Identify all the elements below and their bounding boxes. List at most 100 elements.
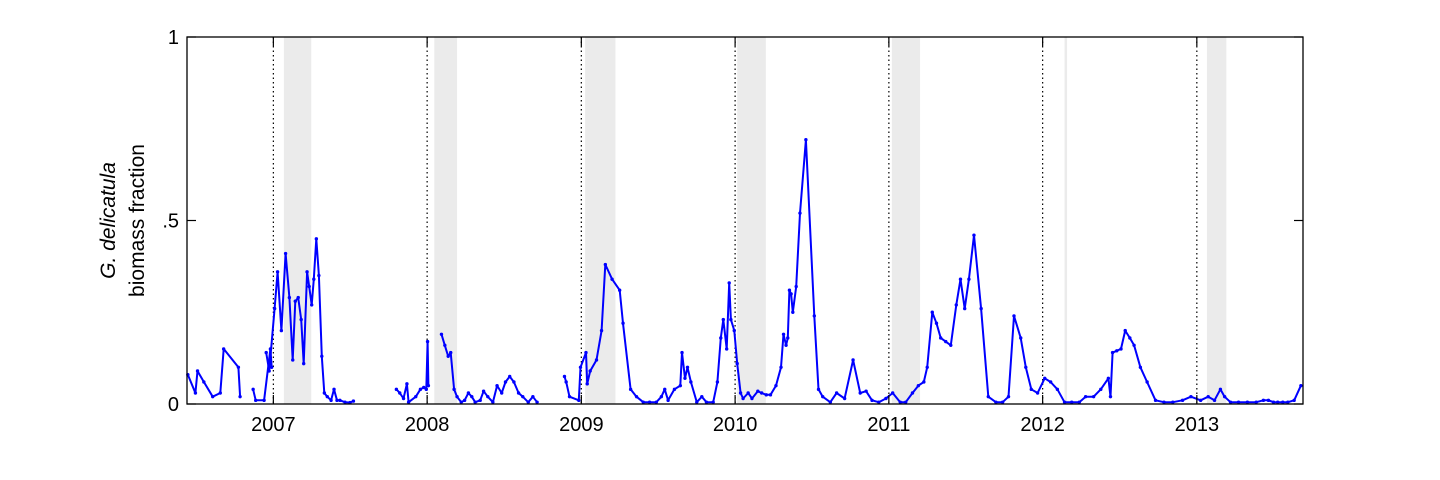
data-point: [787, 288, 792, 292]
data-point: [812, 314, 817, 318]
data-point: [422, 385, 426, 390]
shaded-periods: [283, 37, 1227, 404]
data-point: [418, 387, 423, 392]
data-point: [588, 369, 592, 373]
data-point: [884, 396, 888, 401]
data-point: [779, 365, 783, 369]
data-point: [521, 394, 525, 399]
y-tick-label: 1: [168, 27, 179, 49]
data-point: [672, 387, 677, 392]
data-point: [979, 306, 983, 311]
data-point: [405, 382, 409, 386]
y-axis-label: biomass fraction: [126, 144, 149, 297]
data-point: [1077, 400, 1081, 404]
x-tick-label: 2008: [405, 414, 450, 436]
data-point: [659, 394, 664, 399]
data-point: [577, 398, 581, 403]
data-point: [1212, 398, 1217, 403]
data-point: [439, 332, 444, 336]
series-line-segment-6: [563, 138, 1302, 404]
data-point: [634, 394, 639, 399]
data-point: [1012, 314, 1016, 318]
data-point: [798, 211, 802, 215]
data-point: [1035, 391, 1040, 395]
shaded-period-2: [585, 37, 616, 404]
data-point: [967, 277, 971, 281]
series-line-segment-1: [252, 347, 273, 402]
data-point: [954, 303, 958, 307]
data-point: [343, 400, 347, 404]
data-point: [329, 398, 333, 403]
data-point: [599, 328, 604, 333]
y-axis-label-species: G. delicatula: [97, 162, 120, 279]
data-point: [958, 277, 963, 281]
data-point: [781, 332, 786, 336]
data-point: [1271, 400, 1276, 404]
data-point: [1222, 394, 1227, 399]
data-point: [531, 394, 535, 399]
data-point: [729, 317, 733, 322]
data-point: [1108, 394, 1113, 399]
x-tick-label: 2013: [1175, 414, 1220, 436]
data-point: [864, 389, 868, 393]
data-point: [963, 306, 967, 311]
data-point: [695, 400, 699, 404]
data-point: [1180, 398, 1185, 403]
data-point: [610, 277, 614, 281]
data-point: [719, 336, 723, 340]
data-point: [1019, 336, 1023, 340]
data-point: [1083, 394, 1088, 399]
x-tick-label: 2009: [559, 414, 604, 436]
data-point: [1254, 400, 1258, 404]
data-point: [877, 400, 881, 404]
data-point: [462, 398, 467, 403]
data-point: [685, 365, 690, 369]
data-point: [466, 391, 471, 395]
data-point: [851, 358, 855, 362]
data-point: [1128, 336, 1132, 340]
data-point: [689, 380, 693, 384]
data-point: [1276, 400, 1280, 404]
data-point: [594, 358, 599, 362]
shaded-period-4: [891, 37, 921, 404]
data-point: [503, 380, 508, 384]
data-point: [512, 380, 516, 384]
data-point: [564, 380, 568, 384]
data-point: [617, 288, 622, 292]
data-point: [269, 365, 274, 369]
data-point: [821, 394, 825, 399]
data-point: [275, 270, 280, 274]
data-point: [750, 396, 754, 401]
data-point: [264, 350, 268, 355]
data-point: [784, 343, 788, 347]
data-point: [791, 310, 795, 314]
shaded-period-6: [1206, 37, 1227, 404]
data-point: [678, 383, 683, 388]
data-point: [603, 262, 608, 267]
data-point: [426, 383, 431, 388]
data-point: [732, 328, 736, 333]
data-point: [930, 310, 934, 314]
data-point: [452, 387, 456, 392]
data-point: [724, 347, 729, 351]
data-point: [1292, 398, 1296, 403]
data-point: [858, 391, 862, 395]
data-point: [202, 380, 206, 384]
data-point: [322, 391, 327, 395]
series-line-segment-3: [339, 399, 354, 404]
data-point: [794, 284, 798, 289]
data-point: [890, 391, 895, 395]
data-point: [834, 391, 839, 395]
data-point: [910, 391, 915, 395]
data-point: [305, 270, 309, 274]
data-point: [478, 398, 482, 403]
data-point: [828, 400, 833, 404]
data-point: [251, 387, 255, 392]
data-point: [759, 391, 764, 395]
shaded-period-5: [1064, 37, 1068, 404]
data-point: [1299, 383, 1303, 388]
data-point: [310, 303, 314, 307]
data-point: [1266, 398, 1271, 403]
shaded-period-3: [737, 37, 766, 404]
shaded-period-0: [283, 37, 312, 404]
